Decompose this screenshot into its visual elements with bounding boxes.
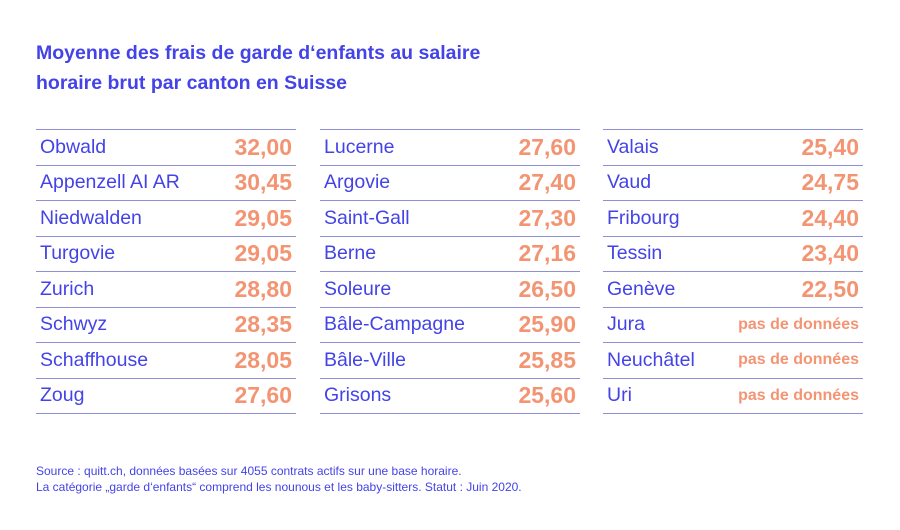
rate-value: 25,90 — [518, 311, 576, 338]
canton-name: Appenzell AI AR — [40, 171, 180, 194]
table-row: Lucerne 27,60 — [320, 130, 580, 166]
rate-value: 25,85 — [518, 346, 576, 373]
rate-value: pas de données — [738, 386, 859, 404]
canton-name: Argovie — [324, 171, 391, 194]
canton-name: Bâle-Campagne — [324, 313, 465, 336]
table-row: Fribourg 24,40 — [603, 201, 863, 237]
rate-value: 28,05 — [234, 346, 292, 373]
definition-line: La catégorie „garde d‘enfants“ comprend … — [36, 480, 522, 494]
source-note: Source : quitt.ch, données basées sur 40… — [36, 463, 522, 495]
canton-name: Zoug — [40, 384, 85, 407]
rate-value: 27,16 — [518, 240, 576, 267]
rate-value: 26,50 — [518, 275, 576, 302]
canton-name: Vaud — [607, 171, 652, 194]
table-row: Genève 22,50 — [603, 272, 863, 308]
canton-name: Lucerne — [324, 135, 395, 158]
source-line: Source : quitt.ch, données basées sur 40… — [36, 464, 462, 478]
table-row: Valais 25,40 — [603, 130, 863, 166]
rate-value: pas de données — [738, 315, 859, 333]
canton-name: Turgovie — [40, 242, 116, 265]
table-row: Zoug 27,60 — [36, 379, 296, 414]
rate-value: 25,40 — [801, 133, 859, 160]
table-row: Niedwalden 29,05 — [36, 201, 296, 237]
rate-value: 28,80 — [234, 275, 292, 302]
table-row: Jura pas de données — [603, 308, 863, 343]
rate-value: 30,45 — [234, 169, 292, 196]
table-row: Appenzell AI AR 30,45 — [36, 166, 296, 201]
canton-name: Schwyz — [40, 313, 108, 336]
rate-value: 29,05 — [234, 204, 292, 231]
table-row: Saint-Gall 27,30 — [320, 201, 580, 237]
chart-title-line-1: Moyenne des frais de garde d‘enfants au … — [36, 42, 481, 64]
rate-value: 22,50 — [801, 275, 859, 302]
canton-name: Schaffhouse — [40, 348, 149, 371]
canton-name: Bâle-Ville — [324, 348, 407, 371]
rate-value: 27,60 — [234, 382, 292, 409]
canton-name: Jura — [607, 313, 645, 336]
table-row: Bâle-Campagne 25,90 — [320, 308, 580, 343]
table-row: Vaud 24,75 — [603, 166, 863, 201]
rate-value: 32,00 — [234, 133, 292, 160]
table-row: Neuchâtel pas de données — [603, 343, 863, 379]
rate-value: 27,30 — [518, 204, 576, 231]
table-row: Soleure 26,50 — [320, 272, 580, 308]
rate-value: 27,60 — [518, 133, 576, 160]
table-row: Zurich 28,80 — [36, 272, 296, 308]
table-column-2: Lucerne 27,60 Argovie 27,40 Saint-Gall 27,30 B… — [320, 129, 580, 414]
chart-title: Moyenne des frais de garde d‘enfants au … — [36, 38, 636, 98]
table-row: Argovie 27,40 — [320, 166, 580, 201]
rate-value: 28,35 — [234, 311, 292, 338]
table-row: Obwald 32,00 — [36, 130, 296, 166]
table-row: Berne 27,16 — [320, 237, 580, 272]
table-row: Grisons 25,60 — [320, 379, 580, 414]
rate-value: 29,05 — [234, 240, 292, 267]
canton-name: Zurich — [40, 277, 95, 300]
canton-name: Saint-Gall — [324, 206, 410, 229]
rate-value: 24,75 — [801, 169, 859, 196]
table-row: Bâle-Ville 25,85 — [320, 343, 580, 379]
canton-name: Fribourg — [607, 206, 680, 229]
canton-name: Tessin — [607, 242, 663, 265]
canton-name: Neuchâtel — [607, 348, 695, 371]
table-row: Schaffhouse 28,05 — [36, 343, 296, 379]
table-row: Tessin 23,40 — [603, 237, 863, 272]
canton-name: Grisons — [324, 384, 392, 407]
rate-value: 23,40 — [801, 240, 859, 267]
table-row: Schwyz 28,35 — [36, 308, 296, 343]
table-row: Turgovie 29,05 — [36, 237, 296, 272]
rate-value: 27,40 — [518, 169, 576, 196]
canton-name: Uri — [607, 384, 632, 407]
table-column-1: Obwald 32,00 Appenzell AI AR 30,45 Niedwalde… — [36, 129, 296, 414]
chart-title-line-2: horaire brut par canton en Suisse — [36, 72, 347, 94]
canton-name: Soleure — [324, 277, 392, 300]
rate-value: 25,60 — [518, 382, 576, 409]
table-row: Uri pas de données — [603, 379, 863, 414]
canton-name: Berne — [324, 242, 377, 265]
canton-name: Valais — [607, 135, 659, 158]
rate-value: 24,40 — [801, 204, 859, 231]
canton-name: Obwald — [40, 135, 107, 158]
table-column-3: Valais 25,40 Vaud 24,75 Fribourg 24,40 Tessin 2… — [603, 129, 863, 414]
canton-name: Genève — [607, 277, 676, 300]
rate-value: pas de données — [738, 351, 859, 369]
canton-name: Niedwalden — [40, 206, 142, 229]
